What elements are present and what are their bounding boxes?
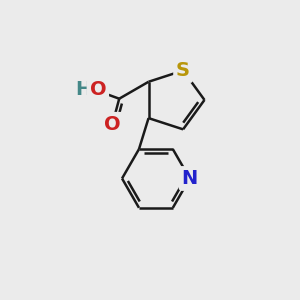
Text: S: S [176,61,190,80]
Text: O: O [104,115,121,134]
Text: N: N [182,169,198,188]
Text: O: O [89,80,106,99]
Text: H: H [75,80,91,99]
